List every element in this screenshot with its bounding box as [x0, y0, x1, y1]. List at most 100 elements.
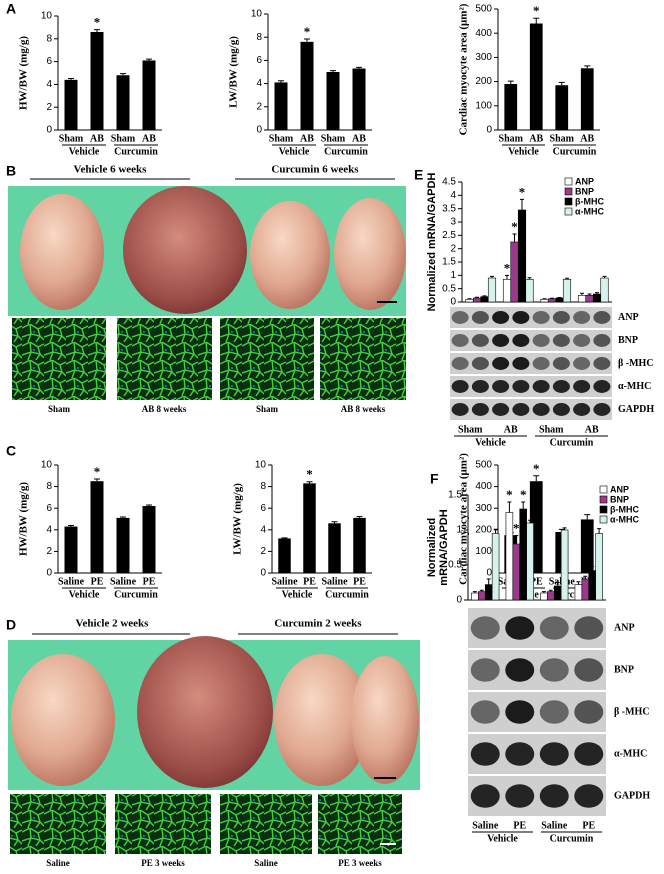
bar	[480, 296, 489, 303]
bar	[142, 506, 156, 573]
x-tick-label: Saline	[58, 576, 85, 587]
blot-band	[492, 357, 510, 370]
significance-mark: *	[94, 15, 101, 30]
blot-band	[539, 742, 569, 766]
bar	[505, 512, 514, 601]
y-tick-label: 6	[260, 503, 266, 514]
y-tick-label: 1.5	[442, 257, 456, 268]
y-tick-label: 4	[46, 524, 52, 535]
heart	[11, 654, 115, 786]
significance-mark: *	[513, 521, 520, 536]
bar	[502, 279, 512, 303]
blot-band	[573, 357, 591, 370]
group-label: Vehicle	[279, 146, 310, 157]
group-label: Vehicle	[475, 437, 506, 448]
blot-band	[470, 700, 500, 724]
error-bar	[565, 277, 569, 280]
y-tick-label: 200	[475, 524, 492, 535]
y-tick-label: 2	[260, 546, 266, 557]
significance-mark: *	[306, 467, 313, 482]
error-bar	[542, 298, 547, 300]
blot-band	[451, 311, 469, 324]
legend-label: β-MHC	[575, 196, 604, 206]
blot-label: ANP	[614, 622, 635, 633]
blot-band	[471, 380, 489, 393]
histology	[220, 318, 314, 400]
error-bar	[521, 501, 526, 509]
significance-mark: *	[304, 24, 311, 39]
bar	[560, 529, 569, 601]
y-tick-label: 100	[475, 546, 492, 557]
y-tick-label: 6	[46, 56, 52, 67]
error-bar	[590, 565, 595, 571]
error-bar	[584, 514, 591, 520]
legend-swatch	[564, 187, 573, 196]
bar	[274, 82, 288, 130]
y-tick-label: 0	[486, 568, 492, 579]
blot-band	[470, 742, 500, 766]
heart	[123, 186, 247, 314]
y-tick-label: 4	[46, 79, 52, 90]
blot-band	[593, 311, 611, 324]
image-label: AB 8 weeks	[341, 404, 386, 414]
blot-band	[512, 403, 530, 416]
y-tick-label: 0	[450, 297, 456, 308]
y-axis-label: mRNA/GAPDH	[438, 509, 450, 585]
significance-mark: *	[519, 184, 526, 199]
y-tick-label: 500	[475, 460, 492, 471]
y-tick-label: 400	[475, 481, 492, 492]
group-label: Curcumin	[324, 146, 368, 157]
x-tick-label: PE	[143, 576, 156, 587]
error-bar	[550, 297, 554, 299]
y-tick-label: 2	[256, 101, 262, 112]
x-tick-label: AB	[585, 424, 599, 435]
bar	[487, 277, 497, 303]
legend-label: α-MHC	[575, 206, 605, 216]
blot-band	[573, 403, 591, 416]
y-tick-label: 10	[255, 460, 267, 471]
image-label: Saline	[254, 858, 278, 868]
blot-band	[470, 616, 500, 640]
image-label: Saline	[46, 858, 70, 868]
histology	[220, 794, 312, 854]
bar	[478, 591, 486, 601]
panel-label: B	[6, 163, 16, 179]
y-axis-label: Cardiac myocyte area (μm²)	[458, 3, 470, 135]
bar	[580, 519, 594, 573]
error-bar	[505, 274, 509, 280]
image-label: AB 8 weeks	[142, 404, 187, 414]
error-bar	[482, 295, 487, 297]
blot-label: α-MHC	[618, 381, 651, 392]
group-label: Vehicle	[282, 589, 313, 600]
blot-band	[492, 311, 510, 324]
y-tick-label: 300	[475, 503, 492, 514]
x-tick-label: Saline	[271, 576, 298, 587]
bar	[592, 293, 602, 303]
error-bar	[146, 504, 152, 507]
blot-band	[574, 742, 604, 766]
y-tick-label: 8	[46, 33, 52, 44]
y-tick-label: 8	[256, 32, 262, 43]
histology	[320, 318, 406, 400]
blot-band	[492, 403, 510, 416]
bar	[525, 279, 534, 303]
panel-label: D	[6, 617, 16, 633]
y-tick-label: 0	[46, 568, 52, 579]
heart	[274, 654, 370, 786]
blot-band	[471, 311, 489, 324]
legend-swatch	[599, 505, 608, 514]
error-bar	[512, 233, 517, 242]
x-tick-label: AB	[90, 133, 104, 144]
image-header: Vehicle 2 weeks	[76, 618, 150, 630]
blot-band	[532, 357, 550, 370]
y-tick-label: 2	[46, 102, 52, 113]
x-tick-label: Sham	[321, 133, 346, 144]
error-bar	[533, 17, 540, 24]
image-label: PE 3 weeks	[338, 858, 382, 868]
blot-band	[574, 784, 604, 808]
legend-swatch	[599, 495, 608, 504]
y-tick-label: 8	[46, 481, 52, 492]
x-tick-label: Saline	[541, 820, 568, 831]
bar	[529, 23, 543, 130]
